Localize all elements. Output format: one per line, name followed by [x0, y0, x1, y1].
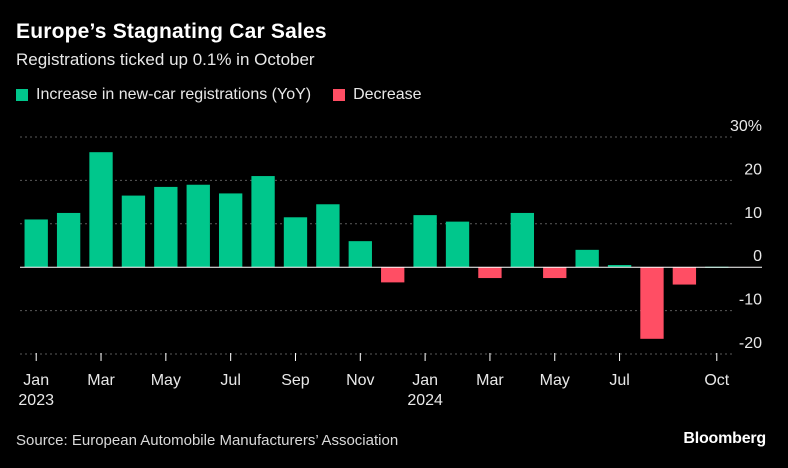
bar-oct-2023 [316, 204, 340, 268]
x-tick-label: May [540, 372, 570, 389]
bar-aug-2024 [640, 267, 664, 339]
y-tick-label: -10 [739, 292, 762, 309]
y-tick-label: 20 [744, 161, 762, 178]
legend-item-increase: Increase in new-car registrations (YoY) [16, 86, 311, 104]
source-note: Source: European Automobile Manufacturer… [16, 432, 399, 449]
x-tick-label: Nov [346, 372, 374, 389]
x-tick-label: Jul [609, 372, 629, 389]
bar-jan-2024 [413, 215, 437, 268]
gridlines [20, 136, 733, 355]
tick-labels: 30% 20 10 0 -10 -20 Jan 2023 Mar May Jul Sep Nov Jan 2… [18, 118, 762, 409]
bar-jul-2024 [607, 265, 632, 268]
bars [24, 152, 729, 339]
x-tick-label: Jan [412, 372, 438, 389]
bar-jul-2023 [218, 193, 243, 268]
bar-apr-2024 [510, 212, 535, 268]
bar-sep-2023 [283, 217, 308, 268]
bar-apr-2023 [121, 195, 146, 268]
bar-jun-2023 [186, 184, 210, 268]
y-tick-label: -20 [739, 335, 762, 352]
chart-title: Europe’s Stagnating Car Sales [16, 20, 327, 43]
x-tick-year-label: 2024 [407, 392, 443, 409]
chart-subtitle: Registrations ticked up 0.1% in October [16, 50, 315, 69]
legend: Increase in new-car registrations (YoY) … [16, 86, 444, 104]
x-tick-label: Jul [220, 372, 240, 389]
bar-jan-2023 [24, 219, 48, 268]
y-tick-label: 30% [730, 118, 762, 135]
bar-may-2024 [543, 267, 567, 279]
bar-sep-2024 [672, 267, 697, 285]
x-tick-label: Jan [23, 372, 49, 389]
legend-label-increase: Increase in new-car registrations (YoY) [36, 86, 312, 103]
bar-nov-2023 [348, 241, 372, 268]
bar-feb-2023 [56, 212, 81, 268]
y-tick-label: 10 [744, 205, 762, 222]
bar-may-2023 [154, 186, 178, 268]
legend-swatch-decrease [333, 89, 346, 101]
axes [20, 266, 762, 361]
bloomberg-logo: Bloomberg [683, 430, 766, 447]
bar-jun-2024 [575, 249, 599, 268]
legend-label-decrease: Decrease [353, 86, 422, 103]
x-tick-label: Oct [704, 372, 729, 389]
bar-dec-2023 [381, 267, 405, 283]
bar-feb-2024 [445, 221, 470, 268]
bar-aug-2023 [251, 176, 275, 268]
x-tick-year-label: 2023 [18, 392, 54, 409]
x-tick-label: Sep [281, 372, 310, 389]
bar-mar-2024 [478, 267, 502, 279]
legend-swatch-increase [16, 89, 28, 101]
legend-item-decrease: Decrease [333, 86, 422, 104]
bar-chart: 30% 20 10 0 -10 -20 Jan 2023 Mar May Jul Sep Nov Jan 2… [18, 118, 762, 409]
x-tick-label: May [151, 372, 181, 389]
bar-mar-2023 [89, 152, 113, 268]
x-tick-label: Mar [476, 372, 504, 389]
y-tick-label: 0 [753, 248, 762, 265]
x-tick-label: Mar [87, 372, 115, 389]
